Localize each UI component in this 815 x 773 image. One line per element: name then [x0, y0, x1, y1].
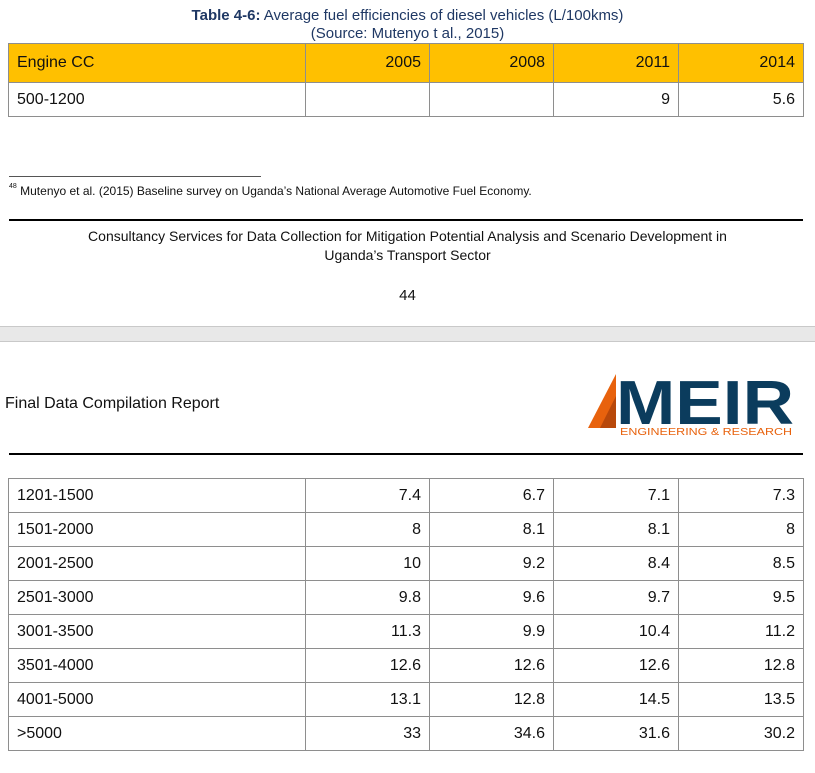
table-row: 1201-1500 7.4 6.7 7.1 7.3: [8, 478, 804, 513]
value-cell: 8: [678, 512, 804, 547]
value-cell: 13.1: [305, 682, 430, 717]
table-row: 1501-2000 8 8.1 8.1 8: [8, 512, 804, 547]
value-cell: 9.6: [429, 580, 554, 615]
value-cell: 7.4: [305, 478, 430, 513]
logo-subtitle: ENGINEERING & RESEARCH: [620, 427, 792, 436]
report-title: Final Data Compilation Report: [5, 395, 220, 412]
value-cell: 9.8: [305, 580, 430, 615]
table-row: 3501-4000 12.6 12.6 12.6 12.8: [8, 648, 804, 683]
table-caption: Table 4-6: Average fuel efficiencies of …: [0, 7, 815, 24]
header-rule: [9, 453, 803, 455]
engine-cc-cell: 3501-4000: [8, 648, 306, 683]
footer-line-2: Uganda’s Transport Sector: [324, 247, 491, 263]
page-break: [0, 326, 815, 342]
value-cell: 8.4: [553, 546, 679, 581]
footnote-text: Mutenyo et al. (2015) Baseline survey on…: [20, 184, 532, 198]
value-cell: 9.9: [429, 614, 554, 649]
value-cell: [429, 82, 554, 117]
value-cell: [305, 82, 430, 117]
footnote-separator: [9, 176, 261, 177]
value-cell: 33: [305, 716, 430, 751]
engine-cc-cell: >5000: [8, 716, 306, 751]
value-cell: 9.7: [553, 580, 679, 615]
table-row: 2501-3000 9.8 9.6 9.7 9.5: [8, 580, 804, 615]
engine-cc-cell: 2501-3000: [8, 580, 306, 615]
value-cell: 12.8: [678, 648, 804, 683]
value-cell: 34.6: [429, 716, 554, 751]
value-cell: 10.4: [553, 614, 679, 649]
table-row: >5000 33 34.6 31.6 30.2: [8, 716, 804, 751]
value-cell: 8: [305, 512, 430, 547]
value-cell: 9.5: [678, 580, 804, 615]
caption-text: Average fuel efficiencies of diesel vehi…: [263, 7, 624, 24]
value-cell: 31.6: [553, 716, 679, 751]
header-cell: 2008: [429, 43, 554, 83]
engine-cc-cell: 2001-2500: [8, 546, 306, 581]
footer-line-1: Consultancy Services for Data Collection…: [88, 228, 727, 244]
value-cell: 7.3: [678, 478, 804, 513]
caption-source: (Source: Mutenyo t al., 2015): [310, 25, 505, 42]
value-cell: 12.8: [429, 682, 554, 717]
table-row: 2001-2500 10 9.2 8.4 8.5: [8, 546, 804, 581]
value-cell: 30.2: [678, 716, 804, 751]
value-cell: 12.6: [429, 648, 554, 683]
footnote: 48 Mutenyo et al. (2015) Baseline survey…: [9, 183, 532, 198]
header-cell: Engine CC: [8, 43, 306, 83]
engine-cc-cell: 1201-1500: [8, 478, 306, 513]
value-cell: 13.5: [678, 682, 804, 717]
value-cell: 10: [305, 546, 430, 581]
engine-cc-cell: 3001-3500: [8, 614, 306, 649]
value-cell: 8.1: [553, 512, 679, 547]
value-cell: 5.6: [678, 82, 804, 117]
table-header-row: Engine CC 2005 2008 2011 2014: [8, 43, 804, 83]
page-number: 44: [399, 287, 416, 304]
value-cell: 6.7: [429, 478, 554, 513]
value-cell: 7.1: [553, 478, 679, 513]
value-cell: 12.6: [553, 648, 679, 683]
value-cell: 9.2: [429, 546, 554, 581]
engine-cc-cell: 1501-2000: [8, 512, 306, 547]
table-row: 3001-3500 11.3 9.9 10.4 11.2: [8, 614, 804, 649]
value-cell: 8.1: [429, 512, 554, 547]
header-cell: 2005: [305, 43, 430, 83]
engine-cc-cell: 500-1200: [8, 82, 306, 117]
engine-cc-cell: 4001-5000: [8, 682, 306, 717]
meir-logo: MEIR ENGINEERING & RESEARCH: [588, 370, 794, 436]
value-cell: 12.6: [305, 648, 430, 683]
footer-rule: [9, 219, 803, 221]
value-cell: 11.2: [678, 614, 804, 649]
value-cell: 11.3: [305, 614, 430, 649]
caption-label: Table 4-6:: [191, 7, 261, 24]
value-cell: 14.5: [553, 682, 679, 717]
table-row: 4001-5000 13.1 12.8 14.5 13.5: [8, 682, 804, 717]
value-cell: 8.5: [678, 546, 804, 581]
fuel-table-top: Engine CC 2005 2008 2011 2014 500-1200 9 5.6: [8, 43, 804, 117]
value-cell: 9: [553, 82, 679, 117]
header-cell: 2014: [678, 43, 804, 83]
header-cell: 2011: [553, 43, 679, 83]
table-row: 500-1200 9 5.6: [8, 82, 804, 117]
logo-wordmark: MEIR: [616, 370, 794, 436]
fuel-table-bottom: 1201-1500 7.4 6.7 7.1 7.3 1501-2000 8 8.1 8.1 8 20…: [8, 478, 804, 751]
footnote-number: 48: [9, 183, 17, 190]
